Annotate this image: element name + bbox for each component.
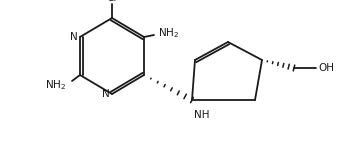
Text: OH: OH [318,63,334,73]
Text: NH$_2$: NH$_2$ [158,26,179,40]
Text: Cl: Cl [107,0,117,3]
Text: NH$_2$: NH$_2$ [45,78,66,92]
Text: N: N [70,32,78,42]
Text: N: N [102,89,110,99]
Text: NH: NH [194,110,209,120]
